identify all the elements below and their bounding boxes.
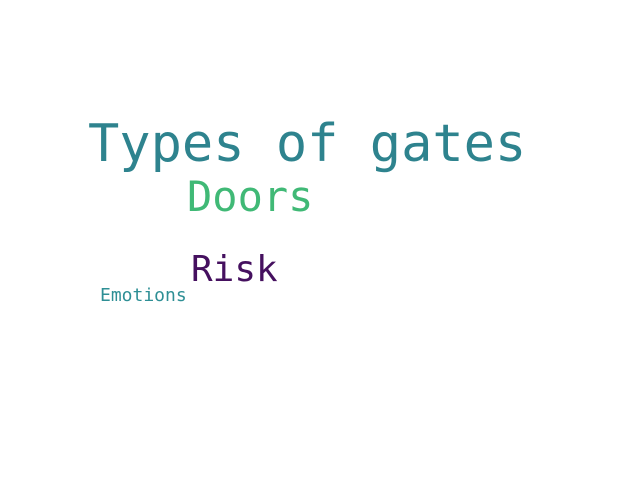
word-types-of-gates: Types of gates <box>88 114 527 174</box>
word-risk: Risk <box>191 249 278 290</box>
word-emotions: Emotions <box>100 285 187 306</box>
word-doors: Doors <box>187 172 314 221</box>
